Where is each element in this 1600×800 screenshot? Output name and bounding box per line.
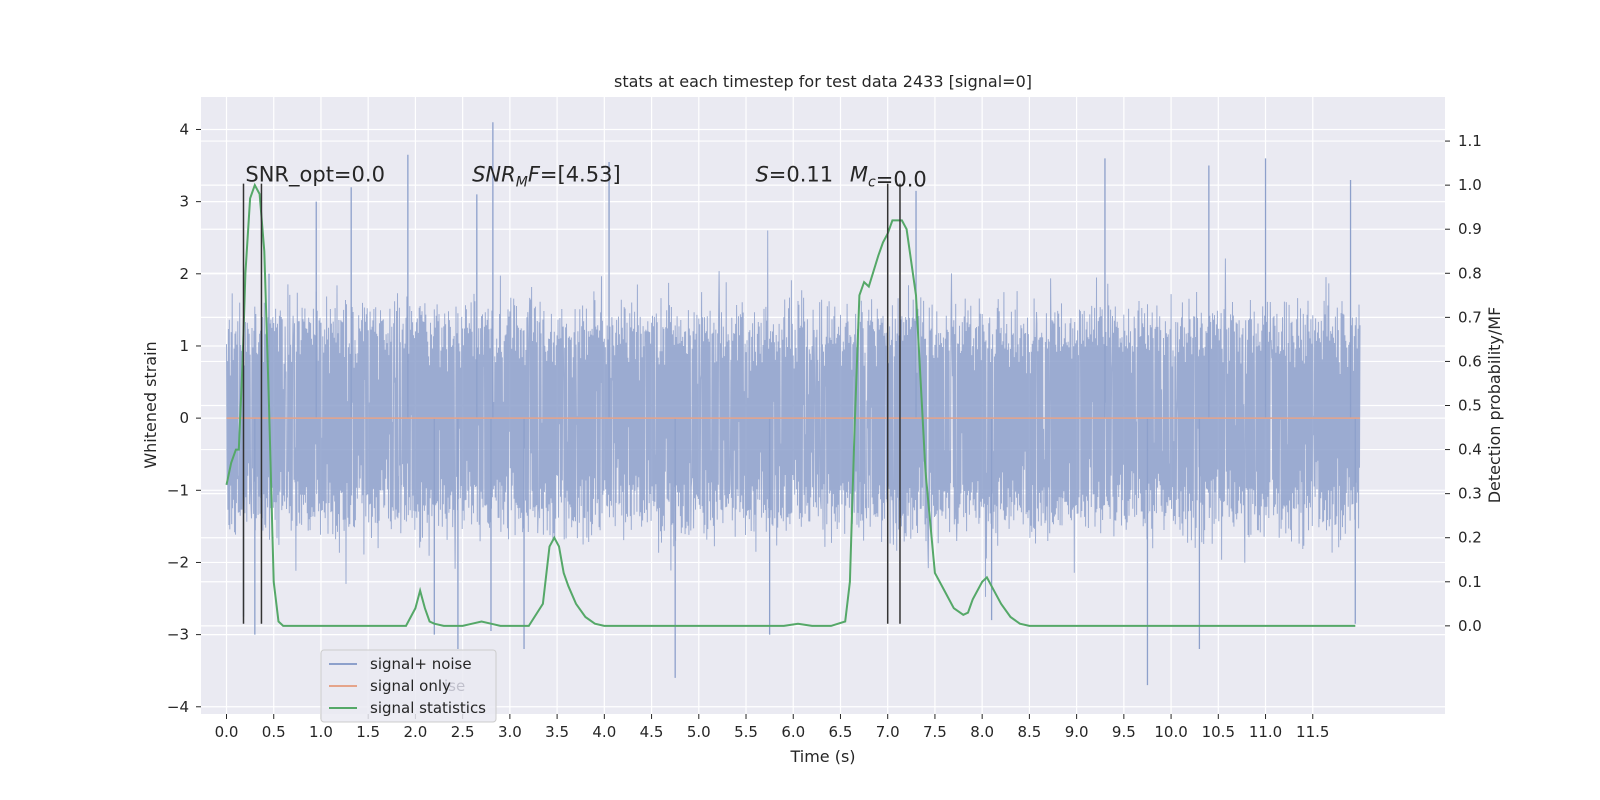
- legend-label-signal-statistics: signal statistics: [370, 699, 486, 717]
- y-left-tick-label-4: 0: [179, 409, 189, 427]
- x-tick-label-8: 4.0: [592, 723, 616, 741]
- y-right-tick-label-7: 0.7: [1458, 308, 1482, 326]
- y-right-tick-label-11: 1.1: [1458, 132, 1482, 150]
- x-axis-label: Time (s): [789, 747, 855, 766]
- y-right-tick-label-1: 0.1: [1458, 573, 1482, 591]
- annotation-1: SNRMF=[4.53]: [472, 163, 621, 191]
- y-left-tick-label-1: −3: [167, 626, 189, 644]
- right-y-axis-label: Detection probability/MF: [1485, 307, 1504, 504]
- y-right-tick-label-3: 0.3: [1458, 485, 1482, 503]
- right-y-axis-ticks: 0.0 0.1 0.2 0.3 0.4 0.5 0.6 0.7 0.8 0.9 1.0 1.1: [1445, 132, 1482, 635]
- vertical-markers: [242, 183, 901, 624]
- legend-label-signal-only: signal only: [370, 677, 451, 695]
- x-tick-label-17: 8.5: [1017, 723, 1041, 741]
- x-tick-label-16: 8.0: [970, 723, 994, 741]
- x-tick-label-1: 0.5: [262, 723, 286, 741]
- x-tick-label-0: 0.0: [215, 723, 239, 741]
- signal-statistics-series: [225, 182, 1356, 627]
- x-tick-label-9: 4.5: [640, 723, 664, 741]
- x-tick-label-6: 3.0: [498, 723, 522, 741]
- y-right-tick-label-5: 0.5: [1458, 397, 1482, 415]
- legend: ise signal+ noise signal only signal sta…: [320, 649, 497, 723]
- left-y-axis-label: Whitened strain: [141, 341, 160, 468]
- y-left-tick-label-8: 4: [179, 120, 189, 138]
- x-tick-label-10: 5.0: [687, 723, 711, 741]
- left-y-axis-ticks: −4 −3 −2 −1 0 1 2 3 4: [167, 120, 201, 716]
- x-tick-label-19: 9.5: [1112, 723, 1136, 741]
- x-axis-ticks: 0.0 0.5 1.0 1.5 2.0 2.5 3.0 3.5 4.0 4.5 5.0 5.5 6.0 6…: [215, 714, 1329, 741]
- y-right-tick-label-9: 0.9: [1458, 220, 1482, 238]
- chart-title: stats at each timestep for test data 243…: [614, 72, 1032, 91]
- legend-overlap-text: ise: [444, 677, 465, 695]
- annotations: SNR_opt=0.0 SNRMF=[4.53] S=0.11 Mc=0.0: [245, 163, 926, 192]
- y-right-tick-label-2: 0.2: [1458, 529, 1482, 547]
- y-right-tick-label-4: 0.4: [1458, 441, 1482, 459]
- x-tick-label-11: 5.5: [734, 723, 758, 741]
- x-tick-label-4: 2.0: [403, 723, 427, 741]
- y-right-tick-label-0: 0.0: [1458, 617, 1482, 635]
- y-right-tick-label-6: 0.6: [1458, 352, 1482, 370]
- x-tick-label-5: 2.5: [451, 723, 475, 741]
- annotation-2: S=0.11: [755, 163, 833, 187]
- x-tick-label-14: 7.0: [876, 723, 900, 741]
- x-tick-label-15: 7.5: [923, 723, 947, 741]
- x-tick-label-18: 9.0: [1065, 723, 1089, 741]
- x-tick-label-13: 6.5: [829, 723, 853, 741]
- y-left-tick-label-3: −1: [167, 481, 189, 499]
- annotation-3: Mc=0.0: [850, 163, 927, 192]
- x-tick-label-21: 10.5: [1202, 723, 1235, 741]
- signal-noise-line: [226, 230, 1361, 597]
- y-left-tick-label-6: 2: [179, 265, 189, 283]
- y-left-tick-label-5: 1: [179, 337, 189, 355]
- x-tick-label-3: 1.5: [356, 723, 380, 741]
- x-tick-label-20: 10.0: [1154, 723, 1187, 741]
- x-tick-label-23: 11.5: [1296, 723, 1329, 741]
- legend-box: [320, 649, 497, 723]
- y-right-tick-label-8: 0.8: [1458, 264, 1482, 282]
- x-tick-label-2: 1.0: [309, 723, 333, 741]
- y-left-tick-label-7: 3: [179, 193, 189, 211]
- x-tick-label-12: 6.0: [781, 723, 805, 741]
- signal-noise-series: [226, 122, 1361, 686]
- legend-label-signal-noise: signal+ noise: [370, 655, 472, 673]
- y-left-tick-label-2: −2: [167, 553, 189, 571]
- x-tick-label-7: 3.5: [545, 723, 569, 741]
- y-right-tick-label-10: 1.0: [1458, 176, 1482, 194]
- x-tick-label-22: 11.0: [1249, 723, 1282, 741]
- annotation-0: SNR_opt=0.0: [245, 163, 385, 188]
- y-left-tick-label-0: −4: [167, 698, 189, 716]
- signal-statistics-line: [225, 182, 1356, 627]
